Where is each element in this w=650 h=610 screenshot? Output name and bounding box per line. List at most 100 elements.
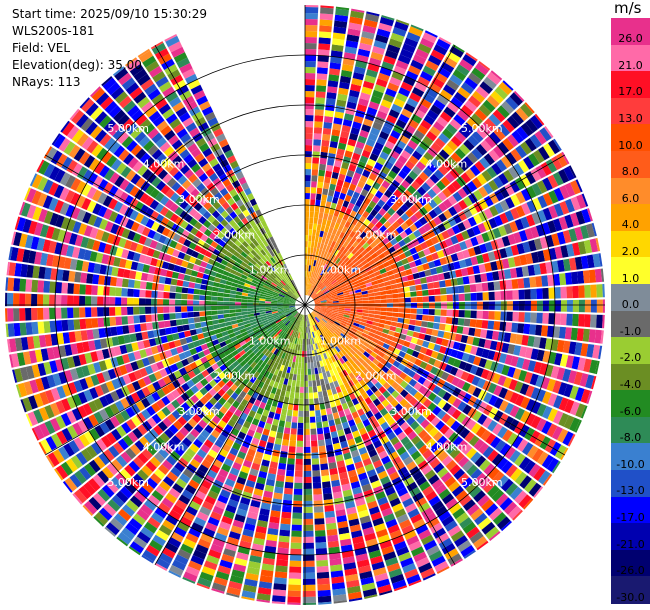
radar-gate: [371, 225, 379, 234]
radar-gate: [312, 151, 320, 158]
radar-gate: [299, 350, 302, 357]
radar-gate: [588, 329, 596, 343]
radar-gate: [302, 344, 305, 351]
radar-gate: [127, 279, 135, 288]
radar-gate: [467, 180, 478, 192]
radar-gate: [326, 306, 333, 309]
radar-gate: [497, 141, 510, 155]
radar-gate: [427, 321, 434, 329]
radar-gate: [497, 331, 506, 342]
radar-gate: [308, 386, 313, 393]
radar-gate: [341, 274, 349, 280]
radar-gate: [531, 251, 540, 264]
radar-gate: [556, 152, 568, 168]
radar-gate: [327, 534, 339, 542]
radar-gate: [322, 244, 328, 251]
radar-gate: [351, 8, 365, 13]
radar-gate: [327, 456, 336, 464]
radar-gate: [293, 368, 298, 375]
radar-gate: [273, 492, 283, 500]
radar-gate: [391, 288, 399, 294]
radar-gate: [484, 339, 492, 349]
radar-gate: [506, 301, 513, 311]
radar-gate: [309, 350, 313, 357]
radar-gate: [506, 115, 520, 129]
radar-gate: [423, 203, 433, 213]
radar-gate: [308, 265, 311, 272]
radar-gate: [330, 56, 342, 64]
radar-gate: [313, 295, 319, 300]
radar-gate: [340, 205, 347, 214]
radar-gate: [318, 212, 324, 219]
radar-gate: [312, 265, 315, 273]
radar-gate: [163, 306, 170, 313]
radar-gate: [392, 267, 400, 274]
radar-gate: [386, 307, 393, 312]
radar-gate: [428, 54, 442, 66]
radar-gate: [427, 188, 437, 199]
radar-gate: [25, 293, 32, 307]
radar-gate: [458, 293, 465, 301]
radar-gate: [313, 260, 317, 267]
radar-gate: [493, 281, 501, 291]
radar-gate: [344, 297, 351, 300]
radar-gate: [317, 282, 323, 288]
radar-gate: [523, 323, 531, 335]
radar-gate: [582, 328, 590, 342]
radar-gate: [484, 262, 492, 272]
radar-gate: [336, 237, 343, 244]
radar-gate: [458, 199, 468, 210]
radar-gate: [97, 296, 104, 306]
radar-gate: [305, 91, 315, 98]
radar-gate: [487, 320, 495, 330]
radar-gate: [515, 145, 527, 159]
radar-gate: [310, 247, 314, 254]
radar-gate: [307, 247, 311, 254]
radar-gate: [313, 494, 323, 501]
radar-gate: [350, 301, 357, 304]
radar-gate: [133, 306, 140, 315]
radar-gate: [422, 340, 430, 348]
radar-gate: [199, 289, 206, 296]
radar-gate: [305, 163, 312, 170]
radar-gate: [313, 392, 319, 399]
radar-gate: [217, 310, 224, 315]
radar-gate: [493, 127, 506, 141]
radar-gate: [368, 300, 375, 304]
radar-gate: [547, 274, 555, 287]
radar-gate: [317, 61, 329, 69]
radar-gate: [377, 264, 385, 271]
radar-gate: [390, 263, 398, 270]
radar-gate: [436, 250, 445, 259]
radar-gate: [235, 294, 242, 299]
radar-gate: [151, 298, 158, 306]
radar-gate: [13, 323, 21, 337]
radar-gate: [289, 560, 302, 567]
radar-gate: [423, 151, 434, 162]
radar-gate: [391, 179, 401, 189]
radar-gate: [308, 277, 311, 284]
radar-gate: [535, 224, 545, 237]
radar-gate: [193, 311, 200, 317]
radar-gate: [349, 238, 356, 246]
radar-gate: [305, 121, 314, 128]
radar-gate: [467, 216, 477, 227]
radar-gate: [564, 327, 572, 340]
radar-gate: [471, 130, 484, 143]
radar-gate: [458, 259, 467, 269]
radar-gate: [387, 225, 396, 233]
radar-gate: [347, 261, 354, 268]
radar-gate: [310, 284, 314, 291]
radar-gate: [317, 583, 331, 591]
radar-gate: [271, 301, 278, 304]
radar-gate: [91, 285, 98, 295]
radar-gate: [458, 343, 467, 352]
radar-gate: [442, 220, 452, 230]
radar-gate: [291, 524, 302, 531]
radar-gate: [318, 292, 324, 297]
radar-gate: [361, 86, 373, 95]
radar-gate: [518, 312, 525, 323]
radar-gate: [318, 283, 324, 289]
radar-gate: [331, 247, 337, 255]
radar-gate: [417, 302, 423, 309]
